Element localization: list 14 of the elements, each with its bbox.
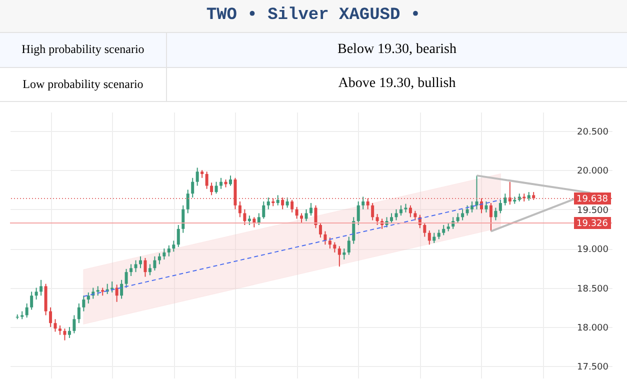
y-tick-label: 19.000 [577,245,609,256]
ref-line-label: 19.326 [576,218,608,229]
y-tick-label: 19.500 [577,206,609,216]
y-tick-label: 20.000 [577,166,609,177]
text: Below 19.30, bearish [166,33,627,67]
y-tick-label: 18.000 [577,323,609,334]
text: Low probability scenario [0,67,166,101]
text: High probability scenario [0,33,166,67]
y-tick-label: 20.500 [577,127,609,138]
chart-title: TWO • Silver XAGUSD • [0,0,627,33]
y-tick-label: 18.500 [577,284,609,294]
ref-line-label: 19.638 [576,194,608,204]
text: Above 19.30, bullish [166,67,627,101]
y-tick-label: 17.500 [577,362,609,373]
